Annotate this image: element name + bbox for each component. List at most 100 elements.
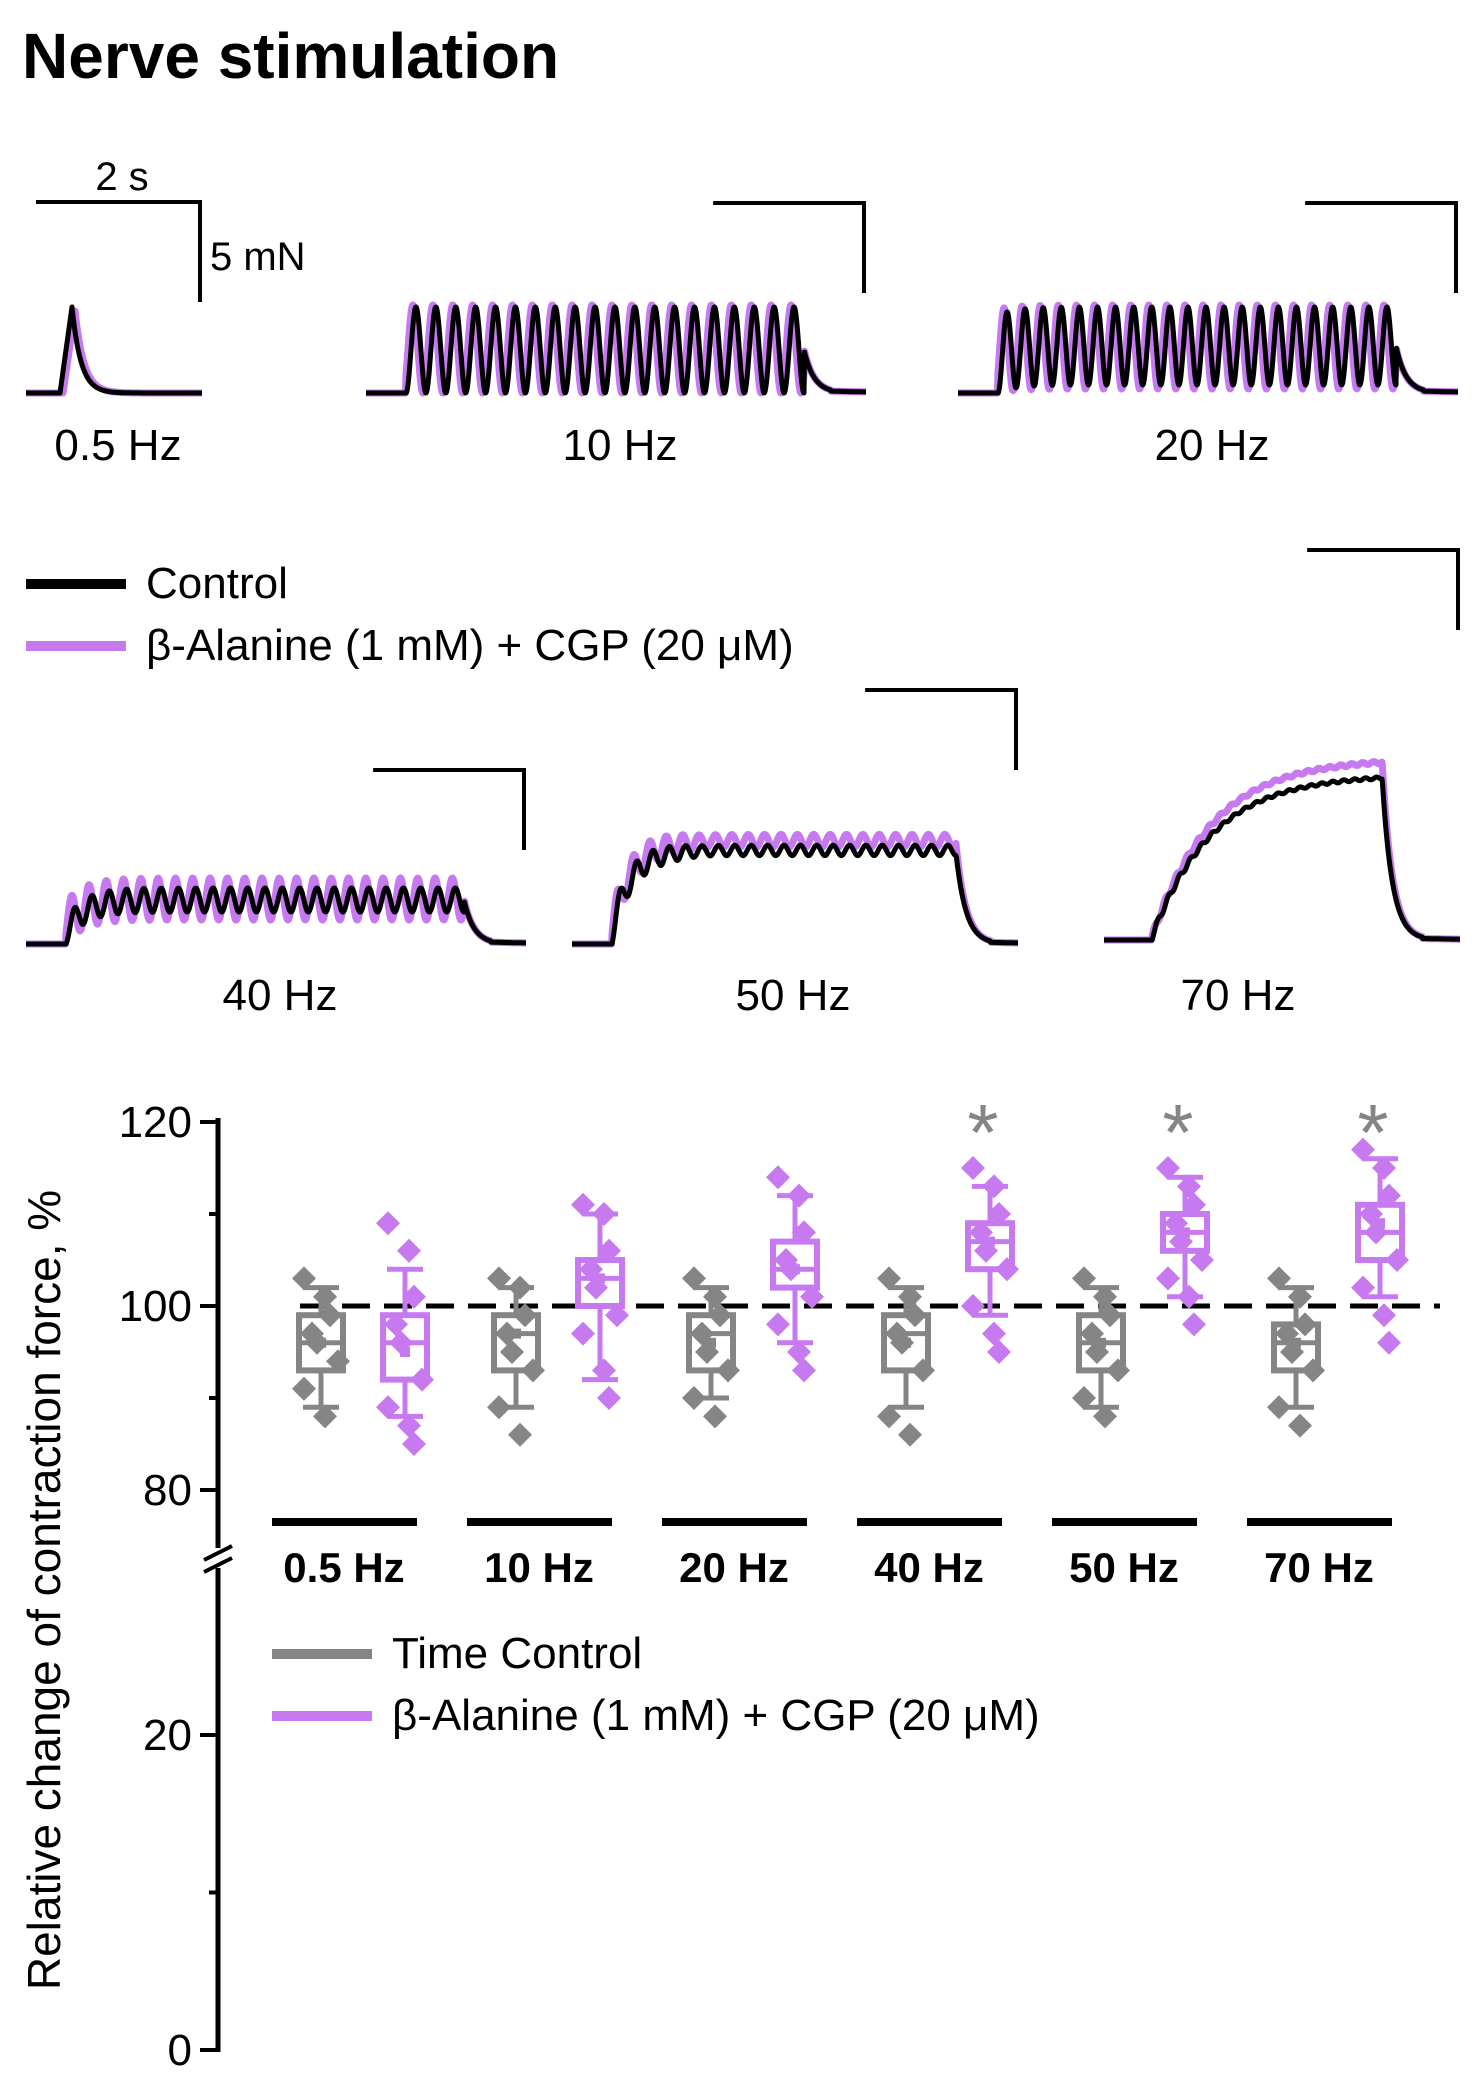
trace-panel-0: 0.5 Hz 2 s 5 mN <box>23 155 306 470</box>
box-time-control <box>1072 1266 1130 1429</box>
control-trace <box>24 304 204 396</box>
data-point <box>500 1340 524 1364</box>
data-point <box>389 1330 413 1355</box>
data-point <box>969 1220 993 1245</box>
data-point <box>890 1330 914 1355</box>
data-point <box>1072 1266 1096 1291</box>
axis-break-mark <box>203 1556 233 1574</box>
box-treatment <box>571 1192 629 1410</box>
data-point <box>584 1275 608 1300</box>
scale-bar <box>373 768 526 850</box>
data-point <box>703 1404 727 1429</box>
category-label: 50 Hz <box>1069 1544 1179 1591</box>
mean-marker <box>706 1337 716 1348</box>
data-point <box>487 1395 511 1420</box>
data-point <box>592 1202 616 1226</box>
scale-force-label: 5 mN <box>210 235 306 279</box>
data-point <box>1098 1303 1122 1328</box>
box-treatment <box>376 1211 434 1456</box>
trace-panel-label: 0.5 Hz <box>54 421 181 470</box>
data-point <box>1267 1395 1291 1420</box>
data-point <box>318 1303 342 1328</box>
box-time-control <box>487 1266 545 1447</box>
trace-legend-control-label: Control <box>146 559 288 608</box>
treatment-trace <box>569 830 1021 948</box>
box-treatment <box>961 1156 1019 1364</box>
data-point <box>1385 1248 1409 1272</box>
control-trace <box>956 304 1460 396</box>
mean-marker <box>400 1347 410 1357</box>
category-5: 70 Hz* <box>1247 1088 1409 1591</box>
data-point <box>898 1284 922 1309</box>
trace-panel-label: 70 Hz <box>1181 971 1296 1020</box>
data-point <box>1359 1202 1383 1226</box>
trace-panel-1: 10 Hz <box>363 201 869 470</box>
box-legend-treatment-label: β-Alanine (1 mM) + CGP (20 μM) <box>392 1691 1040 1740</box>
data-point <box>987 1202 1011 1226</box>
data-point <box>1164 1211 1188 1236</box>
data-point <box>487 1266 511 1291</box>
scale-bar <box>865 688 1018 770</box>
data-point <box>402 1284 426 1309</box>
data-point <box>708 1303 732 1328</box>
control-trace <box>24 885 528 947</box>
data-point <box>1293 1312 1317 1337</box>
data-point <box>982 1321 1006 1346</box>
data-point <box>597 1386 621 1410</box>
trace-legend: Control β-Alanine (1 mM) + CGP (20 μM) <box>26 559 794 670</box>
data-point <box>376 1395 400 1420</box>
category-label: 10 Hz <box>484 1544 594 1591</box>
data-point <box>1288 1284 1312 1309</box>
control-trace <box>570 842 1020 947</box>
box-plot: 0 20 80 100 120 Relative change of contractio… <box>18 1088 1440 2075</box>
data-point <box>571 1321 595 1346</box>
data-point <box>1093 1284 1117 1309</box>
box-treatment <box>1156 1156 1214 1337</box>
data-point <box>695 1340 719 1364</box>
data-point <box>1072 1386 1096 1410</box>
box-treatment <box>766 1165 824 1383</box>
control-trace <box>364 304 868 396</box>
y-tick-label: 0 <box>168 2026 192 2075</box>
data-point <box>779 1257 803 1282</box>
trace-panel-5: 70 Hz <box>1101 548 1463 1020</box>
scale-bar <box>713 201 866 293</box>
data-point <box>1177 1174 1201 1199</box>
data-point <box>1351 1137 1375 1162</box>
data-point <box>1301 1358 1325 1383</box>
box-treatment <box>1351 1137 1409 1355</box>
trace-panel-label: 20 Hz <box>1155 421 1270 470</box>
data-point <box>800 1284 824 1309</box>
data-point <box>1182 1192 1206 1217</box>
data-point <box>716 1358 740 1383</box>
data-point <box>792 1220 816 1245</box>
data-point <box>703 1284 727 1309</box>
control-trace <box>1102 774 1462 943</box>
data-point <box>766 1165 790 1190</box>
category-label: 40 Hz <box>874 1544 984 1591</box>
data-point <box>1288 1413 1312 1438</box>
data-point <box>987 1340 1011 1364</box>
data-point <box>1351 1275 1375 1300</box>
data-point <box>1182 1312 1206 1337</box>
data-point <box>313 1404 337 1429</box>
data-point <box>787 1340 811 1364</box>
data-point <box>690 1321 714 1346</box>
data-point <box>579 1257 603 1282</box>
data-point <box>903 1303 927 1328</box>
data-point <box>597 1238 621 1263</box>
force-traces: 0.5 Hz 2 s 5 mN 10 Hz 20 Hz 40 Hz 50 Hz 70 Hz <box>23 155 1463 1020</box>
y-axis: 0 20 80 100 120 Relative change of contractio… <box>18 1098 233 2075</box>
y-tick-label: 20 <box>143 1711 192 1760</box>
treatment-trace <box>23 307 205 397</box>
data-point <box>1080 1321 1104 1346</box>
data-point <box>1169 1229 1193 1254</box>
trace-panel-label: 50 Hz <box>736 971 851 1020</box>
data-point <box>1177 1284 1201 1309</box>
data-point <box>313 1284 337 1309</box>
scale-time-label: 2 s <box>95 155 148 199</box>
data-point <box>397 1238 421 1263</box>
data-point <box>1377 1183 1401 1208</box>
trace-legend-treatment-label: β-Alanine (1 mM) + CGP (20 μM) <box>146 621 794 670</box>
data-point <box>682 1386 706 1410</box>
